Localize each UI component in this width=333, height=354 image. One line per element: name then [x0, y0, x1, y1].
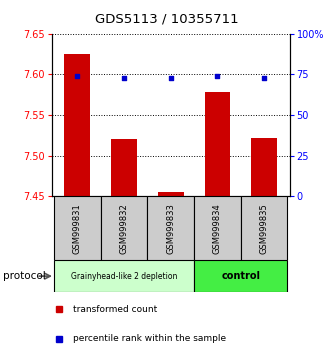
- Text: GSM999831: GSM999831: [73, 203, 82, 254]
- Text: transformed count: transformed count: [73, 305, 157, 314]
- Text: GSM999834: GSM999834: [213, 203, 222, 254]
- Bar: [241, 196, 287, 260]
- Point: [75, 73, 80, 79]
- Bar: [158, 193, 183, 196]
- Text: GSM999832: GSM999832: [120, 203, 129, 254]
- Bar: [54, 260, 194, 292]
- Point: [261, 75, 267, 80]
- Bar: [111, 139, 137, 196]
- Bar: [101, 196, 147, 260]
- Text: GSM999833: GSM999833: [166, 203, 175, 254]
- Point: [168, 75, 173, 80]
- Text: Grainyhead-like 2 depletion: Grainyhead-like 2 depletion: [71, 272, 177, 281]
- Bar: [194, 196, 241, 260]
- Text: control: control: [221, 271, 260, 281]
- Text: percentile rank within the sample: percentile rank within the sample: [73, 334, 226, 343]
- Bar: [194, 260, 287, 292]
- Text: protocol: protocol: [3, 271, 46, 281]
- Bar: [147, 196, 194, 260]
- Bar: [251, 138, 277, 196]
- Text: GSM999835: GSM999835: [259, 203, 268, 254]
- Bar: [65, 54, 90, 196]
- Point: [215, 73, 220, 79]
- Bar: [204, 92, 230, 196]
- Point: [121, 75, 127, 80]
- Text: GDS5113 / 10355711: GDS5113 / 10355711: [95, 12, 238, 25]
- Bar: [54, 196, 101, 260]
